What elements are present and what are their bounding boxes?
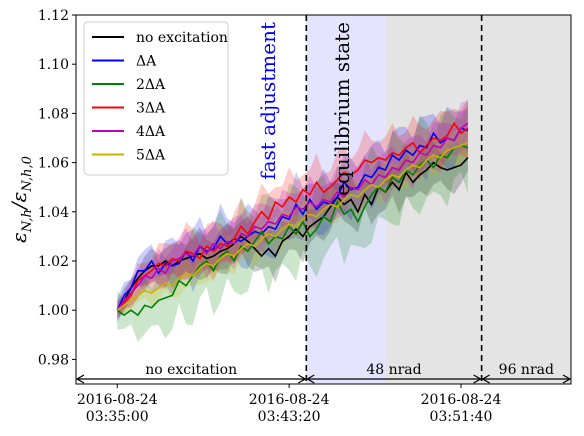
x-tick-time-1: 03:43:20: [258, 409, 321, 425]
phase-arrowhead-left-0: [75, 374, 85, 384]
x-tick-time-0: 03:35:00: [86, 409, 149, 425]
y-tick-label-6: 1.10: [38, 57, 69, 73]
y-tick-label-1: 1.00: [38, 303, 69, 319]
series-line-0: [116, 157, 469, 311]
series-line-5: [116, 142, 469, 311]
phase-arrowhead-right-1: [473, 374, 482, 384]
legend-label-0: no excitation: [136, 30, 228, 46]
region-label-equilibrium-state: equilibrium state: [330, 22, 354, 196]
phase-label-1: 48 nrad: [366, 362, 421, 378]
region-0: [306, 15, 386, 384]
x-tick-date-2: 2016-08-24: [421, 392, 502, 408]
legend: no excitation ΔA 2ΔA 3ΔA 4ΔA 5ΔA: [83, 21, 229, 176]
series-lines: [116, 121, 469, 317]
x-tick-date-1: 2016-08-24: [249, 392, 330, 408]
y-tick-label-5: 1.08: [38, 106, 69, 122]
phase-label-2: 96 nrad: [499, 362, 554, 378]
band-5: [117, 126, 468, 315]
y-tick-label-3: 1.04: [38, 205, 69, 221]
plot-frame: [75, 14, 572, 385]
y-axis-label: εN,h/εN,h,0: [7, 156, 35, 243]
y-tick-label-7: 1.12: [38, 8, 69, 24]
y-tick-label-4: 1.06: [38, 156, 69, 172]
region-1: [385, 15, 571, 384]
legend-label-4: 4ΔA: [136, 124, 166, 140]
band-2: [117, 102, 468, 342]
band-1: [117, 106, 468, 323]
shaded-regions: [306, 15, 571, 384]
y-tick-label-2: 1.02: [38, 254, 69, 270]
region-label-fast-adjustment: fast adjustment: [256, 22, 280, 180]
phase-arrowhead-left-1: [306, 374, 315, 384]
phase-arrowhead-right-0: [298, 374, 307, 384]
y-axis-ticks: 0.98 1.00 1.02 1.04 1.06 1.08 1.10 1.12: [38, 8, 76, 368]
phase-separators: [305, 15, 483, 384]
y-tick-label-0: 0.98: [38, 352, 69, 368]
series-line-2: [116, 144, 469, 317]
legend-label-1: ΔA: [136, 54, 157, 70]
legend-label-3: 3ΔA: [136, 101, 166, 117]
region-labels: fast adjustment equilibrium state: [256, 22, 354, 196]
phase-annotations: no excitation 48 nrad 96 nrad: [75, 362, 572, 384]
legend-label-2: 2ΔA: [136, 77, 166, 93]
x-axis-ticks: 2016-08-2403:35:002016-08-2403:43:202016…: [77, 384, 502, 425]
x-tick-date-0: 2016-08-24: [77, 392, 158, 408]
x-tick-time-2: 03:51:40: [430, 409, 493, 425]
series-line-4: [116, 122, 469, 311]
legend-label-5: 5ΔA: [136, 148, 166, 164]
phase-arrowhead-left-2: [481, 374, 490, 384]
phase-arrowhead-right-2: [562, 374, 572, 384]
phase-label-0: no excitation: [145, 362, 237, 378]
